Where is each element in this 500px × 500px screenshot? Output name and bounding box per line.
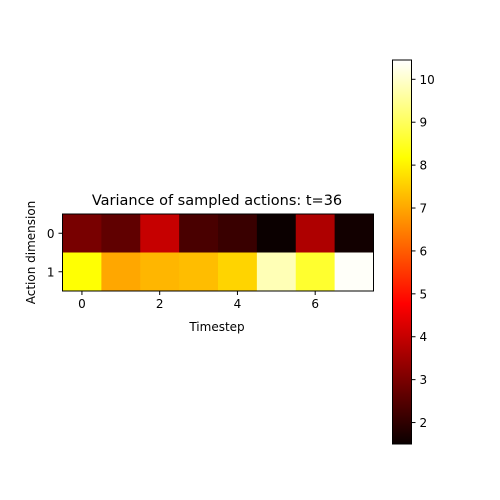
- heatmap-cell: [334, 252, 374, 292]
- colorbar-tick-label: 4: [420, 330, 428, 344]
- colorbar-gradient: [392, 59, 412, 445]
- chart-title: Variance of sampled actions: t=36: [92, 193, 342, 209]
- x-axis-label: Timestep: [188, 320, 244, 334]
- colorbar-tick-label: 7: [420, 202, 428, 216]
- x-tick-label: 4: [234, 297, 242, 311]
- plot-frame: [62, 213, 374, 292]
- y-tick-label: 0: [47, 227, 55, 241]
- heatmap-cell: [101, 214, 141, 253]
- heatmap-cell: [334, 214, 374, 253]
- heatmap-cell: [295, 214, 336, 253]
- colorbar-tick-label: 5: [420, 287, 428, 301]
- x-tick-label: 0: [78, 297, 86, 311]
- heatmap-cell: [179, 252, 219, 292]
- colorbar-tick-label: 9: [420, 116, 428, 130]
- y-axis: 01: [47, 227, 63, 279]
- heatmap-cell: [101, 252, 141, 292]
- heatmap-cell: [62, 252, 102, 292]
- y-tick-label: 1: [47, 265, 55, 279]
- heatmap-cell: [179, 214, 219, 253]
- colorbar-tick-label: 8: [420, 159, 428, 173]
- heatmap-cell: [256, 214, 297, 253]
- heatmap-cell: [140, 214, 180, 253]
- x-tick-label: 2: [156, 297, 164, 311]
- heatmap-cells: [62, 214, 374, 292]
- colorbar: 2 3 4 5 6 7 8 9 10: [392, 59, 435, 445]
- colorbar-tick-label: 6: [420, 244, 428, 258]
- colorbar-tick-label: 2: [420, 416, 428, 430]
- x-tick-label: 6: [311, 297, 319, 311]
- heatmap-cell: [218, 252, 258, 292]
- heatmap-cell: [140, 252, 180, 292]
- heatmap-cell: [295, 252, 336, 292]
- heatmap-cell: [62, 214, 102, 253]
- heatmap-cell: [218, 214, 258, 253]
- x-axis: 0 2 4 6: [78, 291, 319, 311]
- colorbar-tick-label: 3: [420, 373, 428, 387]
- heatmap-cell: [256, 252, 297, 292]
- y-axis-label: Action dimension: [24, 201, 38, 305]
- colorbar-tick-label: 10: [420, 73, 435, 87]
- colorbar-ticks: 2 3 4 5 6 7 8 9 10: [411, 73, 435, 430]
